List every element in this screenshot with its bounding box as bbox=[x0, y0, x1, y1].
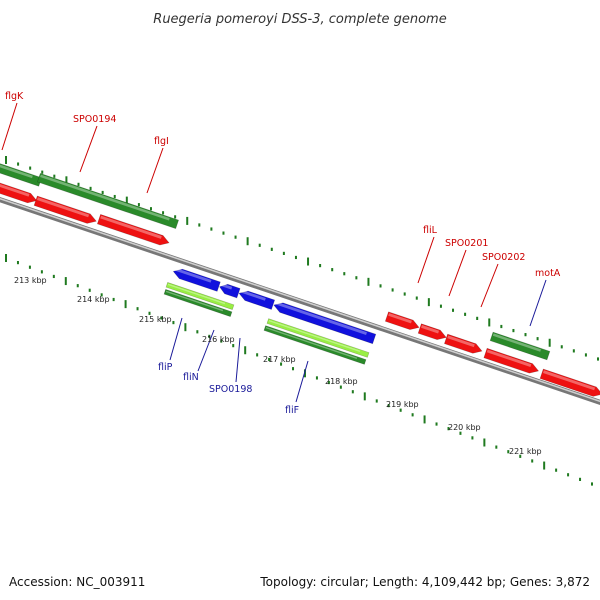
leader-SPO0194 bbox=[79, 125, 98, 173]
cds-fliL-shape bbox=[384, 311, 420, 330]
cds-tail-gloss bbox=[543, 370, 596, 391]
backbone-outer bbox=[0, 197, 600, 405]
gene-label-fliL: fliL bbox=[423, 225, 438, 236]
cds-fliN-gloss bbox=[220, 283, 233, 290]
backbone-inner bbox=[0, 197, 600, 403]
leader-flgI bbox=[146, 147, 164, 194]
leader-SPO0201 bbox=[448, 249, 467, 297]
ruler-label-217: 217 kbp bbox=[263, 355, 296, 364]
cds-SPO0194-gloss bbox=[37, 197, 90, 218]
leader-motA bbox=[529, 279, 547, 327]
ruler-label-220: 220 kbp bbox=[448, 423, 481, 432]
map-title: Ruegeria pomeroyi DSS-3, complete genome bbox=[153, 12, 446, 27]
rna-bar-a-gloss bbox=[167, 283, 226, 305]
cds-motA bbox=[483, 347, 540, 374]
gene-bar-flgK-shape bbox=[0, 143, 43, 187]
gene-label-motA: motA bbox=[535, 268, 561, 279]
cds-SPO0202-gloss bbox=[447, 335, 475, 348]
ruler-label-214: 214 kbp bbox=[77, 295, 110, 304]
gene-bar-flgK bbox=[0, 143, 43, 187]
gene-label-SPO0201: SPO0201 bbox=[445, 238, 488, 249]
cds-flgI bbox=[96, 214, 170, 246]
gene-bar-fliF-gloss bbox=[265, 326, 358, 359]
cds-flgI-gloss bbox=[100, 215, 162, 239]
cds-flgK-gloss bbox=[0, 181, 30, 197]
gene-bar-flgI bbox=[37, 172, 179, 230]
cds-SPO0201-gloss bbox=[421, 325, 440, 334]
ruler-label-219: 219 kbp bbox=[386, 400, 419, 409]
leader-fliF bbox=[295, 360, 309, 403]
leader-SPO0202 bbox=[480, 263, 499, 308]
gene-bar-motA bbox=[489, 331, 551, 361]
cds-fliP bbox=[172, 267, 221, 292]
cds-fliP-gloss bbox=[174, 267, 212, 283]
gene-label-fliF: fliF bbox=[285, 405, 299, 416]
cds-SPO0194 bbox=[33, 195, 97, 224]
gene-bar-flgK-gloss bbox=[0, 145, 33, 179]
ruler-label-215: 215 kbp bbox=[139, 315, 172, 324]
leader-flgK bbox=[1, 102, 18, 151]
cds-SPO0198-shape bbox=[238, 290, 276, 310]
gene-bar-fliP-gloss bbox=[165, 290, 224, 312]
rna-bar-b-gloss bbox=[268, 319, 361, 352]
gene-label-SPO0198: SPO0198 bbox=[209, 384, 252, 395]
cds-fliL bbox=[384, 311, 420, 330]
cds-SPO0194-shape bbox=[33, 195, 97, 224]
cds-fliN bbox=[219, 283, 241, 299]
gene-bar-motA-gloss bbox=[492, 333, 542, 352]
cds-SPO0198-gloss bbox=[240, 289, 266, 301]
cds-fliF-shape bbox=[273, 302, 377, 345]
ruler-label-218: 218 kbp bbox=[325, 377, 358, 386]
gene-bar-fliF-shape bbox=[263, 325, 367, 365]
leader-fliN bbox=[197, 329, 215, 372]
cds-tail bbox=[539, 368, 600, 397]
rna-bar-b bbox=[266, 318, 370, 358]
gene-label-flgK: flgK bbox=[5, 91, 24, 102]
cds-motA-gloss bbox=[486, 349, 532, 367]
ruler-label-216: 216 kbp bbox=[202, 335, 235, 344]
cds-flgK-shape bbox=[0, 180, 38, 204]
rna-bar-a bbox=[165, 282, 235, 310]
cds-fliP-shape bbox=[172, 268, 221, 292]
tick-marks bbox=[5, 156, 599, 486]
cds-flgI-shape bbox=[96, 214, 170, 246]
gene-bar-flgI-gloss bbox=[40, 174, 170, 221]
cds-SPO0202 bbox=[444, 333, 483, 354]
cds-fliF bbox=[273, 301, 377, 345]
cds-flgK bbox=[0, 180, 38, 204]
gene-bar-fliF bbox=[263, 325, 367, 365]
ruler-label-221: 221 kbp bbox=[509, 447, 542, 456]
gene-features bbox=[0, 143, 600, 397]
leader-SPO0198 bbox=[235, 337, 241, 383]
ruler-label-213: 213 kbp bbox=[14, 276, 47, 285]
gene-label-SPO0202: SPO0202 bbox=[482, 252, 525, 263]
gene-bar-motA-shape bbox=[489, 331, 551, 361]
gene-label-fliN: fliN bbox=[183, 372, 199, 383]
cds-SPO0201-shape bbox=[417, 323, 447, 340]
cds-fliL-gloss bbox=[388, 313, 412, 324]
gene-label-fliP: fliP bbox=[158, 362, 173, 373]
accession-text: Accession: NC_003911 bbox=[9, 575, 145, 589]
label-leader-lines bbox=[1, 102, 547, 403]
topology-text: Topology: circular; Length: 4,109,442 bp… bbox=[259, 575, 590, 589]
rna-bar-b-shape bbox=[266, 318, 370, 358]
leader-fliL bbox=[417, 236, 435, 284]
cds-tail-shape bbox=[539, 368, 600, 397]
cds-SPO0201 bbox=[417, 323, 447, 340]
gene-label-flgI: flgI bbox=[154, 136, 169, 147]
cds-fliN-shape bbox=[219, 283, 241, 299]
cds-SPO0198 bbox=[238, 289, 276, 310]
cds-fliF-gloss bbox=[275, 301, 367, 335]
genome-backbone bbox=[0, 197, 600, 405]
gene-bar-fliP-shape bbox=[163, 289, 233, 317]
cds-SPO0202-shape bbox=[444, 333, 483, 354]
rna-bar-a-shape bbox=[165, 282, 235, 310]
gene-bar-flgI-shape bbox=[37, 172, 179, 230]
cds-motA-shape bbox=[483, 347, 540, 374]
gene-label-SPO0194: SPO0194 bbox=[73, 114, 116, 125]
leader-fliP bbox=[169, 317, 183, 361]
gene-bar-fliP bbox=[163, 289, 233, 317]
